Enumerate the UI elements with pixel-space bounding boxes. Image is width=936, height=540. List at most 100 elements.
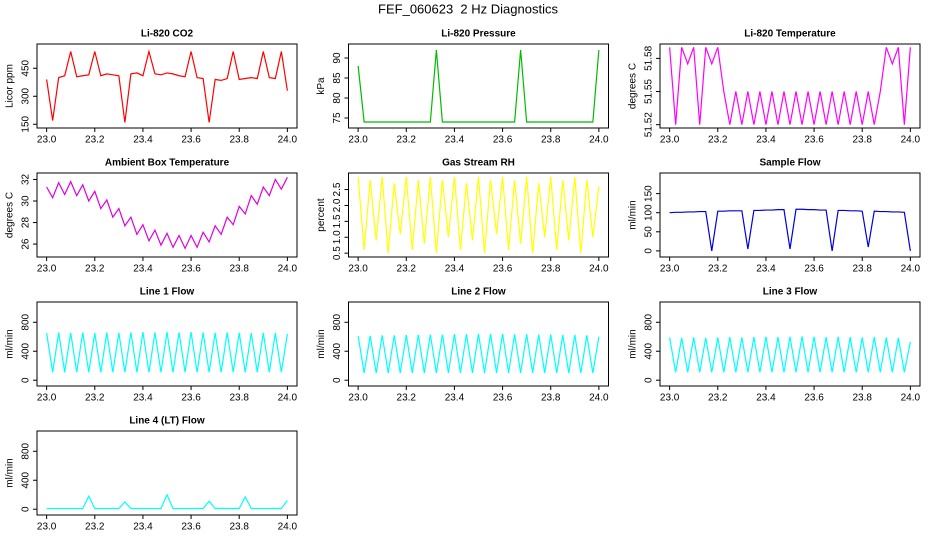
x-tick-label: 23.2	[85, 522, 105, 533]
plot-area	[357, 49, 600, 123]
plot-area	[46, 331, 288, 373]
panel-title: Line 2 Flow	[451, 287, 506, 298]
plot-area	[357, 333, 600, 374]
panel-title: Ambient Box Temperature	[105, 158, 230, 169]
y-tick-label: 0	[332, 377, 343, 383]
y-axis-label: ml/min	[316, 329, 327, 358]
x-tick-label: 23.8	[541, 264, 561, 275]
y-tick-label: 150	[644, 185, 655, 202]
x-tick-label: 23.6	[493, 135, 513, 146]
y-tick-label: 51.55	[644, 79, 655, 104]
plot-area	[46, 49, 288, 123]
x-tick-label: 24.0	[589, 393, 609, 404]
plot-area	[357, 176, 600, 254]
y-tick-label: 400	[21, 342, 32, 359]
y-tick-label: 400	[21, 471, 32, 488]
x-tick-label: 23.8	[229, 135, 249, 146]
x-tick-label: 23.8	[541, 135, 561, 146]
panel-title: Li-820 CO2	[141, 29, 194, 40]
x-tick-label: 24.0	[278, 522, 298, 533]
data-line	[357, 49, 600, 123]
data-line	[357, 333, 600, 374]
x-tick-label: 24.0	[278, 135, 298, 146]
y-tick-label: 800	[21, 442, 32, 459]
x-tick-label: 23.0	[348, 264, 368, 275]
y-axis-label: degrees C	[5, 192, 16, 238]
axes-box	[36, 301, 298, 387]
x-tick-label: 23.0	[660, 264, 680, 275]
panel-title: Li-820 Pressure	[441, 29, 516, 40]
x-tick-label: 23.0	[660, 135, 680, 146]
data-line	[669, 208, 911, 251]
x-tick-label: 23.2	[85, 264, 105, 275]
y-tick-label: 50	[644, 226, 655, 238]
x-tick-label: 23.0	[348, 393, 368, 404]
x-tick-label: 23.4	[756, 393, 776, 404]
plot-area	[669, 208, 911, 251]
x-tick-label: 23.2	[85, 135, 105, 146]
data-line	[46, 177, 288, 250]
y-tick-label: 450	[21, 59, 32, 76]
y-axis-label: ml/min	[628, 329, 639, 358]
y-tick-label: 51.58	[644, 45, 655, 70]
y-tick-label: 30	[21, 195, 32, 207]
x-tick-label: 23.6	[493, 264, 513, 275]
x-tick-label: 23.6	[804, 264, 824, 275]
x-tick-label: 23.0	[37, 264, 57, 275]
y-tick-label: 90	[332, 52, 343, 64]
x-tick-label: 23.0	[37, 522, 57, 533]
x-tick-label: 23.6	[493, 393, 513, 404]
plot-area	[46, 493, 288, 510]
y-axis-label: ml/min	[628, 200, 639, 229]
x-tick-label: 23.0	[37, 393, 57, 404]
panel-title: Line 1 Flow	[140, 287, 195, 298]
plot-area	[46, 177, 288, 250]
axes-box	[659, 301, 921, 387]
x-tick-label: 23.4	[133, 135, 153, 146]
y-tick-label: 75	[332, 112, 343, 124]
x-tick-label: 23.8	[229, 522, 249, 533]
plot-area	[669, 336, 911, 373]
y-axis-label: percent	[316, 198, 327, 232]
x-tick-label: 23.2	[708, 393, 728, 404]
y-axis-label: ml/min	[5, 329, 16, 358]
x-tick-label: 23.6	[804, 135, 824, 146]
x-tick-label: 23.6	[804, 393, 824, 404]
y-tick-label: 400	[332, 342, 343, 359]
data-line	[46, 331, 288, 373]
axes-box	[348, 301, 609, 387]
x-tick-label: 24.0	[589, 264, 609, 275]
data-line	[46, 49, 288, 123]
x-tick-label: 24.0	[901, 264, 921, 275]
y-tick-label: 26	[21, 238, 32, 250]
y-tick-label: 0	[21, 506, 32, 512]
y-tick-label: 0.5	[332, 246, 343, 260]
y-tick-label: 85	[332, 72, 343, 84]
panel-title: Gas Stream RH	[442, 158, 515, 169]
x-tick-label: 23.0	[348, 135, 368, 146]
y-tick-label: 51.52	[644, 112, 655, 137]
x-tick-label: 23.4	[133, 393, 153, 404]
y-tick-label: 0	[644, 248, 655, 254]
data-line	[669, 336, 911, 373]
panel-title: Line 3 Flow	[763, 287, 818, 298]
axes-box	[659, 43, 921, 129]
data-line	[357, 176, 600, 254]
x-tick-label: 23.4	[445, 393, 465, 404]
x-tick-label: 23.6	[181, 264, 201, 275]
panel-title: Li-820 Temperature	[744, 29, 836, 40]
y-tick-label: 2.0	[332, 198, 343, 212]
x-tick-label: 23.4	[756, 264, 776, 275]
x-tick-label: 23.8	[541, 393, 561, 404]
x-tick-label: 23.4	[445, 135, 465, 146]
x-tick-label: 24.0	[901, 135, 921, 146]
y-tick-label: 800	[332, 313, 343, 330]
y-axis-label: ml/min	[5, 458, 16, 487]
x-tick-label: 23.2	[85, 393, 105, 404]
figure-title: FEF_060623 2 Hz Diagnostics	[378, 1, 558, 16]
y-tick-label: 0	[21, 377, 32, 383]
y-tick-label: 32	[21, 173, 32, 185]
x-tick-label: 23.6	[181, 522, 201, 533]
